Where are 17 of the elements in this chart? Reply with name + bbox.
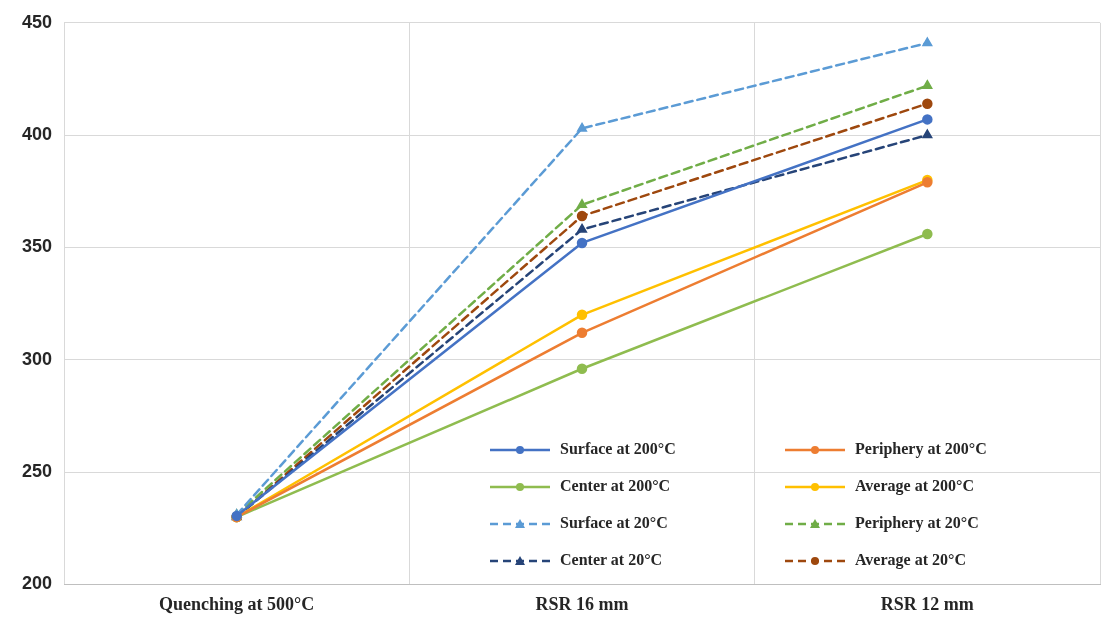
legend-label: Periphery at 20°C [855, 514, 979, 533]
legend-label: Average at 20°C [855, 551, 966, 570]
legend-label: Average at 200°C [855, 477, 974, 496]
y-tick-label: 200 [21, 573, 53, 594]
x-tick-label: RSR 16 mm [535, 593, 629, 614]
legend-label: Surface at 200°C [560, 440, 676, 458]
legend-label: Center at 200°C [560, 477, 671, 495]
y-tick-label: 450 [21, 11, 53, 32]
x-tick-label: RSR 12 mm [880, 593, 974, 614]
legend-label: Center at 20°C [560, 551, 663, 569]
x-tick-label: Quenching at 500°C [159, 593, 315, 614]
legend-label: Surface at 20°C [560, 514, 668, 532]
legend-label: Periphery at 200°C [855, 440, 987, 459]
y-tick-label: 400 [21, 124, 53, 145]
y-tick-label: 300 [21, 348, 53, 369]
y-tick-label: 250 [21, 461, 53, 482]
y-tick-label: 350 [21, 236, 53, 257]
